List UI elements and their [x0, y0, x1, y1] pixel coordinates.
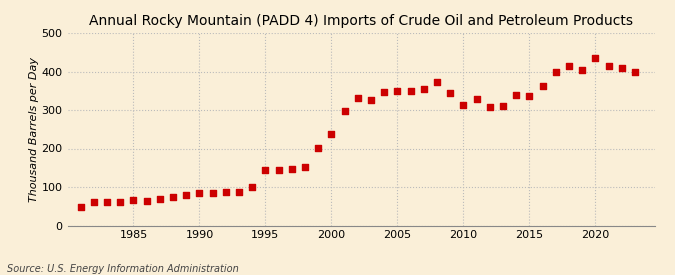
Point [155, 196, 165, 201]
Point [458, 103, 469, 107]
Title: Annual Rocky Mountain (PADD 4) Imports of Crude Oil and Petroleum Products: Annual Rocky Mountain (PADD 4) Imports o… [89, 14, 633, 28]
Y-axis label: Thousand Barrels per Day: Thousand Barrels per Day [29, 57, 38, 202]
Point [630, 69, 641, 74]
Point [524, 94, 535, 98]
Point [115, 199, 126, 204]
Point [471, 97, 482, 101]
Point [326, 132, 337, 136]
Point [286, 166, 297, 171]
Point [88, 200, 99, 205]
Point [76, 205, 86, 209]
Point [207, 191, 218, 195]
Point [537, 84, 548, 88]
Point [128, 198, 139, 203]
Point [431, 80, 442, 84]
Point [366, 97, 377, 102]
Point [102, 199, 113, 204]
Point [576, 68, 587, 73]
Point [234, 189, 244, 194]
Point [313, 145, 323, 150]
Point [260, 167, 271, 172]
Point [603, 64, 614, 69]
Point [379, 89, 389, 94]
Point [181, 192, 192, 197]
Point [273, 168, 284, 173]
Point [247, 185, 258, 189]
Point [340, 109, 350, 113]
Point [511, 92, 522, 97]
Point [616, 66, 627, 70]
Point [590, 56, 601, 60]
Point [194, 191, 205, 195]
Point [141, 199, 152, 204]
Point [300, 164, 310, 169]
Point [445, 90, 456, 95]
Point [221, 189, 232, 194]
Point [392, 89, 403, 93]
Point [485, 104, 495, 109]
Point [564, 64, 574, 69]
Point [405, 89, 416, 93]
Point [352, 96, 363, 101]
Text: Source: U.S. Energy Information Administration: Source: U.S. Energy Information Administ… [7, 264, 238, 274]
Point [167, 194, 178, 199]
Point [550, 69, 561, 74]
Point [418, 87, 429, 91]
Point [497, 104, 508, 108]
